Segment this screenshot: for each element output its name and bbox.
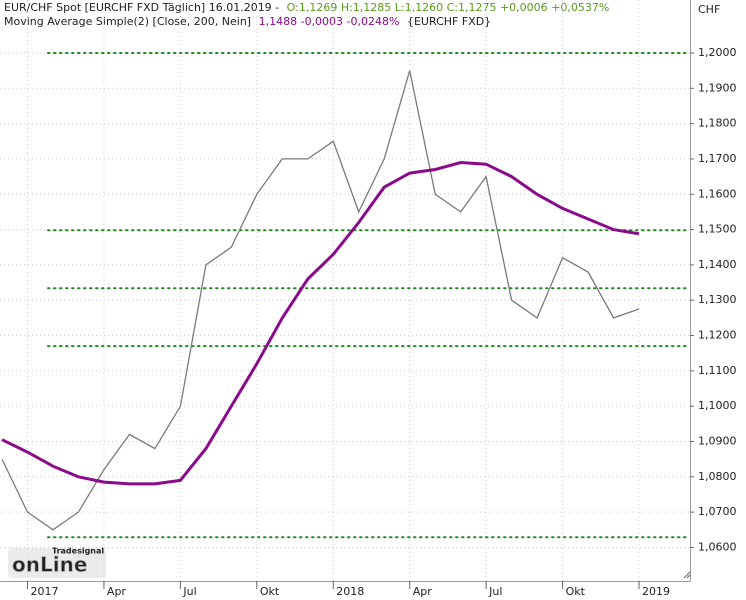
series-line <box>1 70 640 531</box>
x-tick-label: Apr <box>413 585 433 598</box>
y-tick-label: 1,0600 <box>698 540 737 553</box>
y-tick-label: 1,1200 <box>698 329 737 342</box>
resize-grip <box>683 571 691 579</box>
y-tick-label: 1,1900 <box>698 81 737 94</box>
y-tick-label: 1,1700 <box>698 152 737 165</box>
y-tick-label: 1,1000 <box>698 399 737 412</box>
y-tick-label: 1,2000 <box>698 46 737 59</box>
y-tick-label: 1,0700 <box>698 505 737 518</box>
y-tick-label: 1,1300 <box>698 293 737 306</box>
header-ohlc: O:1,1269 H:1,1285 L:1,1260 C:1,1275 +0,0… <box>287 1 610 14</box>
y-tick-label: 1,1600 <box>698 187 737 200</box>
series-line <box>1 160 640 486</box>
x-tick-label: Apr <box>107 585 127 598</box>
x-tick-label: Okt <box>260 585 280 598</box>
header-line2: Moving Average Simple(2) [Close, 200, Ne… <box>4 15 491 28</box>
header-ma-name: Moving Average Simple(2) [Close, 200, Ne… <box>4 15 251 28</box>
x-tick-label: 2018 <box>336 585 364 598</box>
y-tick-label: 1,1100 <box>698 364 737 377</box>
header-ma-values: 1,1488 -0,0003 -0,0248% <box>259 15 400 28</box>
logo-bottom: onLine <box>12 553 87 577</box>
y-tick-label: 1,0800 <box>698 470 737 483</box>
currency-label: CHF <box>698 3 720 16</box>
x-tick-label: Jul <box>488 585 502 598</box>
y-tick-label: 1,1500 <box>698 223 737 236</box>
logo: Tradesignal onLine <box>8 547 106 578</box>
logo-top: Tradesignal <box>52 547 104 556</box>
x-tick-label: 2017 <box>30 585 58 598</box>
y-tick-label: 1,1400 <box>698 258 737 271</box>
x-tick-label: Jul <box>182 585 196 598</box>
header-line1: EUR/CHF Spot [EURCHF FXD Täglich] 16.01.… <box>4 1 609 14</box>
header-ma-source: {EURCHF FXD} <box>407 15 491 28</box>
y-tick-label: 1,0900 <box>698 434 737 447</box>
logo-bg <box>8 548 106 578</box>
header-name: EUR/CHF Spot [EURCHF FXD Täglich] 16.01.… <box>4 1 279 14</box>
y-tick-label: 1,1800 <box>698 117 737 130</box>
x-tick-label: 2019 <box>642 585 670 598</box>
x-tick-label: Okt <box>566 585 586 598</box>
